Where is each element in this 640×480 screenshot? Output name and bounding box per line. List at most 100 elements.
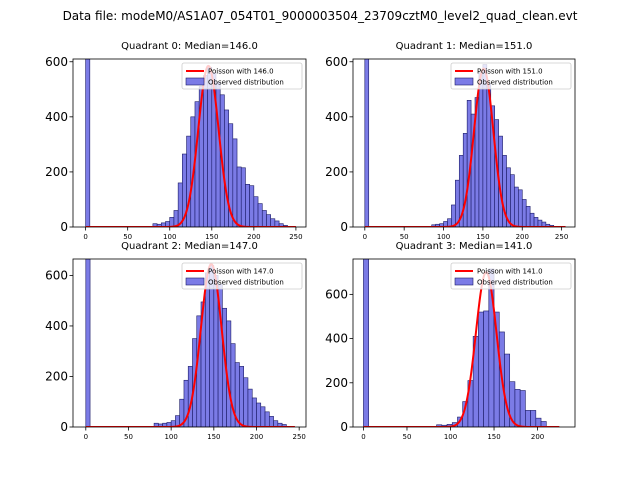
axes-frame (352, 58, 576, 228)
histogram-bar (207, 66, 213, 227)
panel-title: Quadrant 1: Median=151.0 (396, 41, 533, 52)
histogram-bar (261, 210, 267, 227)
histogram-bar (519, 390, 526, 427)
histogram-bar (264, 411, 270, 427)
legend: Poisson with 141.0 Observed distribution (450, 262, 572, 290)
y-tick-label: 200 (45, 369, 68, 383)
y-tick-label: 200 (325, 165, 348, 179)
x-tick-label: 250 (289, 233, 302, 241)
histogram-bar (169, 217, 175, 227)
y-tick-label: 600 (325, 55, 348, 69)
histogram-bar (253, 196, 259, 227)
y-tick-label: 200 (45, 165, 68, 179)
legend: Poisson with 147.0 Observed distribution (181, 262, 303, 290)
histogram-bar (504, 353, 511, 427)
legend-line-label: Poisson with 146.0 (208, 68, 274, 76)
legend-line-label: Poisson with 151.0 (477, 68, 543, 76)
legend-box (450, 262, 572, 290)
poisson-curve (85, 262, 295, 427)
x-tick-label: 250 (555, 233, 568, 241)
x-tick-label: 50 (123, 233, 132, 241)
axes-frame (72, 258, 307, 428)
histogram-bar (85, 59, 91, 227)
histogram-bar (478, 72, 484, 227)
x-tick-label: 50 (400, 233, 409, 241)
poisson-curve (85, 64, 296, 227)
poisson-curve (363, 271, 560, 427)
x-tick-label: 150 (205, 233, 218, 241)
y-tick-label: 200 (325, 376, 348, 390)
x-tick-label: 200 (516, 233, 529, 241)
legend-bar-label: Observed distribution (477, 279, 553, 287)
histogram-bar (209, 265, 215, 427)
histogram-bar (525, 206, 531, 227)
x-tick-label: 200 (250, 433, 263, 441)
x-tick-label: 150 (487, 433, 500, 441)
x-tick-label: 250 (292, 433, 305, 441)
legend-bar-label: Observed distribution (208, 279, 284, 287)
histogram-bar (240, 167, 246, 227)
x-tick-label: 0 (363, 233, 367, 241)
x-tick-label: 0 (84, 433, 88, 441)
histogram-bar (236, 166, 242, 227)
histogram-bar (203, 75, 208, 227)
legend-box (181, 62, 303, 90)
panel-quadrant-3: Quadrant 3: Median=141.0 0 200 400 600 0 50 100… (325, 241, 576, 441)
y-tick-label: 400 (45, 319, 68, 333)
x-tick-label: 100 (444, 433, 457, 441)
y-tick-label: 0 (60, 420, 68, 434)
histogram-bar (232, 138, 238, 227)
histogram-bar (451, 204, 456, 227)
x-tick-label: 0 (361, 433, 365, 441)
legend-box (450, 62, 572, 90)
legend: Poisson with 146.0 Observed distribution (181, 62, 303, 90)
axes-frame (352, 258, 576, 428)
histogram-bar (224, 109, 229, 227)
panel-title: Quadrant 3: Median=141.0 (396, 241, 533, 252)
histogram-bar (529, 212, 535, 227)
histogram-bar (514, 186, 519, 227)
histogram-bar (530, 410, 537, 427)
panel-quadrant-2: Quadrant 2: Median=147.0 0 200 400 600 0 50 100… (45, 241, 307, 441)
panels-container: Quadrant 0: Median=146.0 0 200 400 600 0 50 100… (45, 41, 576, 441)
plot-area (85, 59, 296, 227)
legend-bar-label: Observed distribution (477, 79, 553, 87)
x-tick-label: 100 (437, 233, 450, 241)
x-tick-label: 0 (83, 233, 87, 241)
histogram-bar (514, 389, 521, 427)
legend-bar-swatch (185, 77, 205, 86)
figure-title: Data file: modeM0/AS1A07_054T01_90000035… (63, 9, 578, 23)
histogram-bar (535, 417, 542, 427)
histogram-bar (256, 402, 262, 427)
x-tick-label: 200 (247, 233, 260, 241)
panel-title: Quadrant 0: Median=146.0 (121, 41, 258, 52)
histogram-bar (363, 259, 369, 427)
x-tick-label: 50 (124, 433, 133, 441)
legend-bar-swatch (454, 77, 474, 86)
histogram-bar (266, 214, 271, 227)
x-tick-label: 100 (164, 433, 177, 441)
histogram-bar (251, 397, 257, 427)
histogram-bar (239, 366, 244, 427)
legend-bar-swatch (185, 277, 205, 286)
legend-line-label: Poisson with 141.0 (477, 268, 543, 276)
plot-area (363, 259, 560, 427)
legend-bar-label: Observed distribution (208, 79, 284, 87)
panel-title: Quadrant 2: Median=147.0 (121, 241, 258, 252)
histogram-bar (533, 217, 539, 227)
y-tick-label: 600 (45, 55, 68, 69)
histogram-bar (478, 311, 484, 427)
histogram-bar (537, 219, 543, 227)
panel-quadrant-0: Quadrant 0: Median=146.0 0 200 400 600 0 50 100… (45, 41, 307, 241)
y-tick-label: 400 (325, 332, 348, 346)
histogram-bar (525, 410, 531, 427)
y-tick-label: 600 (45, 268, 68, 282)
legend: Poisson with 151.0 Observed distribution (450, 62, 572, 90)
x-tick-label: 100 (163, 233, 176, 241)
y-tick-label: 600 (325, 287, 348, 301)
histogram-bar (270, 218, 276, 227)
histogram-bar (269, 416, 274, 427)
histogram-bar (462, 133, 468, 227)
y-tick-label: 0 (340, 420, 348, 434)
histogram-bar (249, 185, 255, 227)
